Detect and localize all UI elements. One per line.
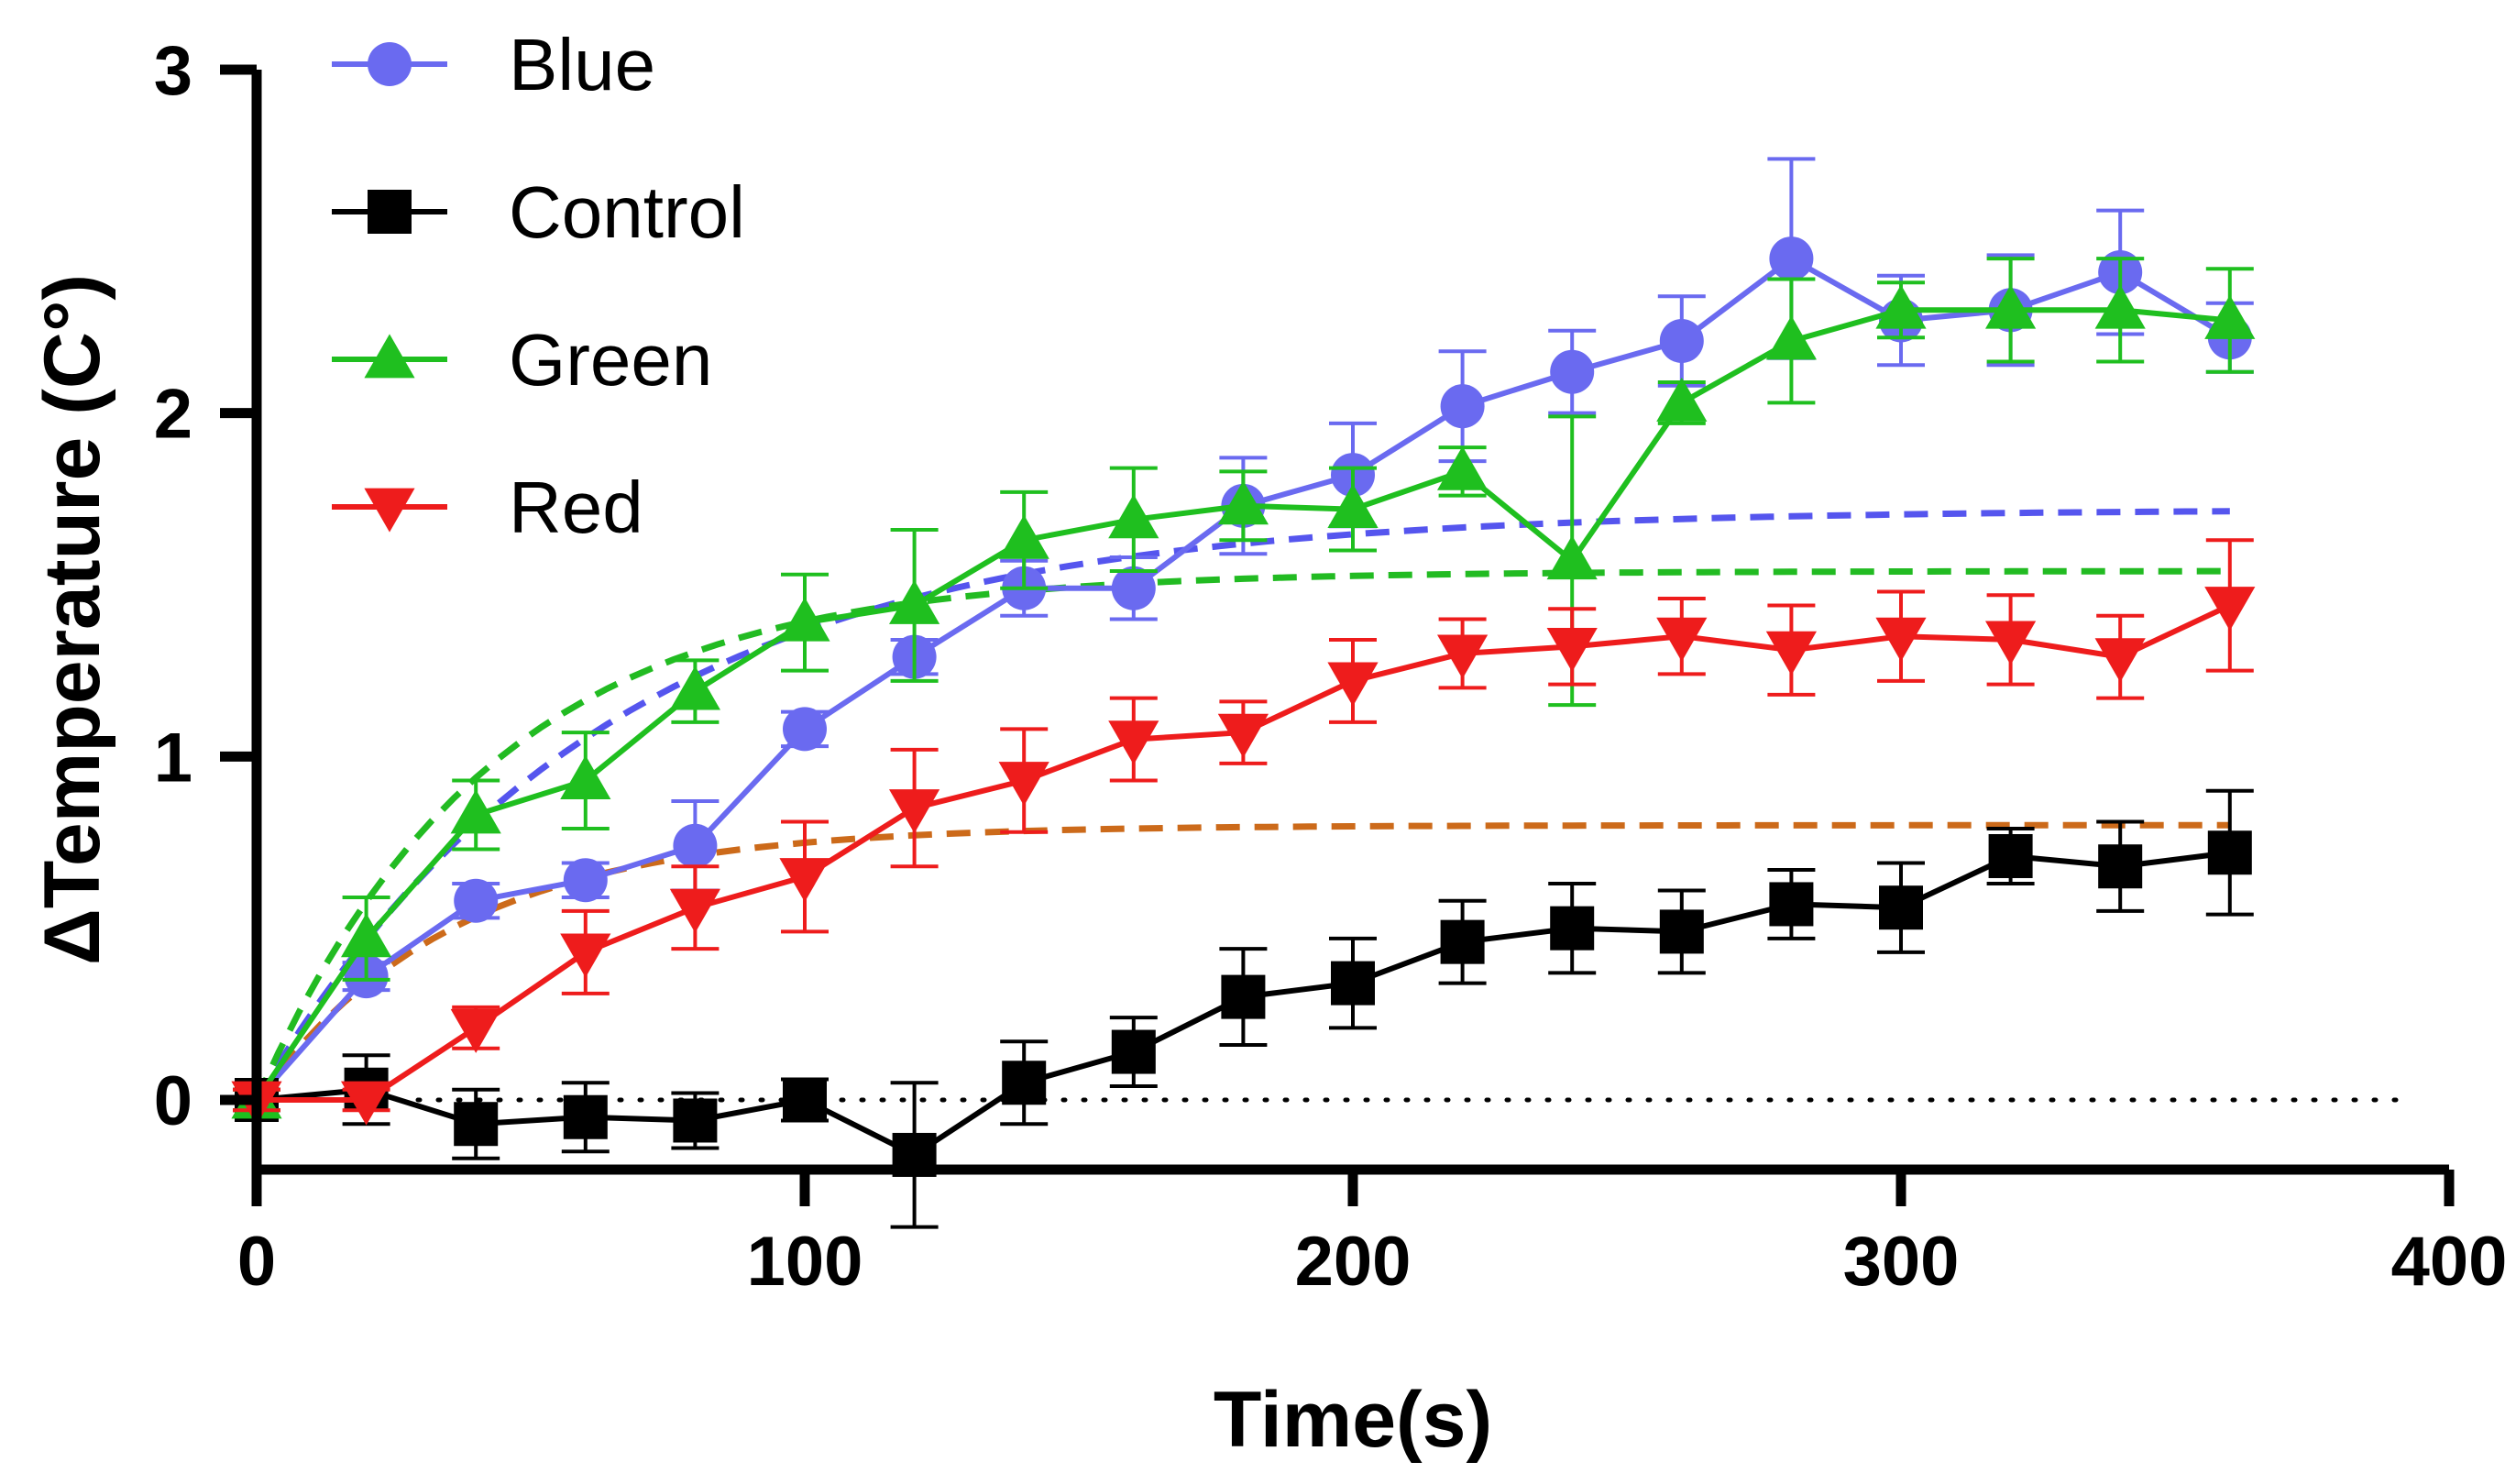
legend-entry-red: Red — [332, 467, 643, 548]
legend-entry-green: Green — [332, 319, 712, 401]
legend-marker — [368, 190, 412, 234]
legend-entry-blue: Blue — [332, 24, 655, 105]
data-point — [1217, 480, 1269, 525]
x-tick-label: 100 — [747, 1223, 863, 1301]
legend: Blue Control Green Red — [332, 24, 745, 548]
data-point — [1546, 628, 1598, 673]
data-point — [450, 1008, 501, 1053]
y-axis-title: ΔTemperature (C°) — [28, 274, 116, 965]
x-axis-title: Time(s) — [1214, 1376, 1492, 1464]
data-point — [2207, 830, 2252, 875]
data-point — [779, 858, 830, 903]
x-tick-label: 400 — [2391, 1223, 2508, 1301]
data-point — [1108, 720, 1159, 765]
data-point — [341, 913, 392, 958]
data-point — [450, 789, 501, 834]
data-point — [454, 1102, 499, 1147]
data-point — [783, 1078, 827, 1122]
data-point — [1765, 315, 1817, 360]
legend-marker — [364, 488, 415, 533]
data-point — [2098, 844, 2143, 889]
data-point — [1002, 1061, 1047, 1105]
data-point — [1440, 919, 1485, 964]
data-point — [1765, 631, 1817, 676]
data-point — [1217, 713, 1269, 758]
data-point — [1656, 377, 1708, 422]
data-point — [454, 878, 499, 923]
data-point — [1111, 1029, 1156, 1074]
legend-label: Green — [509, 319, 712, 401]
data-point — [1221, 974, 1266, 1019]
data-point — [1550, 906, 1595, 951]
data-point — [1327, 662, 1379, 707]
data-point — [889, 789, 940, 834]
data-point — [563, 858, 608, 903]
series-green — [231, 257, 2256, 1119]
data-point — [669, 888, 720, 933]
series-red — [231, 538, 2256, 1126]
data-point — [1769, 236, 1814, 281]
y-tick-label: 1 — [154, 719, 192, 797]
data-point — [779, 597, 830, 642]
data-point — [1546, 535, 1598, 580]
data-point — [1879, 885, 1923, 930]
data-point — [1985, 621, 2037, 665]
legend-marker — [364, 334, 415, 379]
data-point — [1659, 909, 1704, 954]
data-point — [1111, 566, 1156, 610]
data-point — [673, 1098, 718, 1143]
data-point — [1440, 384, 1485, 429]
data-point — [560, 754, 611, 799]
x-tick-label: 0 — [237, 1223, 276, 1301]
data-point — [1769, 882, 1814, 927]
data-point — [560, 933, 611, 978]
series-control — [233, 788, 2254, 1229]
data-point — [998, 514, 1049, 559]
data-point — [669, 665, 720, 710]
data-point — [1985, 284, 2037, 329]
data-point — [2094, 284, 2146, 329]
data-point — [2204, 294, 2256, 339]
data-point — [563, 1094, 608, 1139]
data-point — [1327, 483, 1379, 528]
data-point — [2204, 587, 2256, 632]
fit-curve-green — [253, 567, 2230, 1102]
data-point — [673, 823, 718, 868]
data-point — [1550, 349, 1595, 394]
data-point — [341, 1081, 392, 1126]
data-point — [2094, 638, 2146, 683]
data-point — [1656, 617, 1708, 662]
legend-label: Control — [509, 171, 745, 253]
data-point — [1659, 318, 1704, 363]
data-point — [998, 762, 1049, 807]
legend-marker — [368, 42, 412, 86]
data-point — [1437, 445, 1489, 490]
data-point — [889, 579, 940, 624]
data-point — [1875, 284, 1927, 329]
data-point — [1108, 494, 1159, 539]
legend-label: Red — [509, 467, 643, 548]
data-point — [1988, 833, 2033, 878]
legend-entry-control: Control — [332, 171, 745, 253]
y-tick-label: 2 — [154, 376, 192, 454]
data-point — [1875, 617, 1927, 662]
data-point — [1437, 634, 1489, 679]
x-tick-label: 200 — [1295, 1223, 1412, 1301]
x-tick-label: 300 — [1843, 1223, 1960, 1301]
data-point — [783, 707, 827, 752]
y-tick-label: 3 — [154, 32, 192, 110]
data-point — [1331, 961, 1375, 1006]
y-tick-label: 0 — [154, 1062, 192, 1140]
legend-label: Blue — [509, 24, 655, 105]
